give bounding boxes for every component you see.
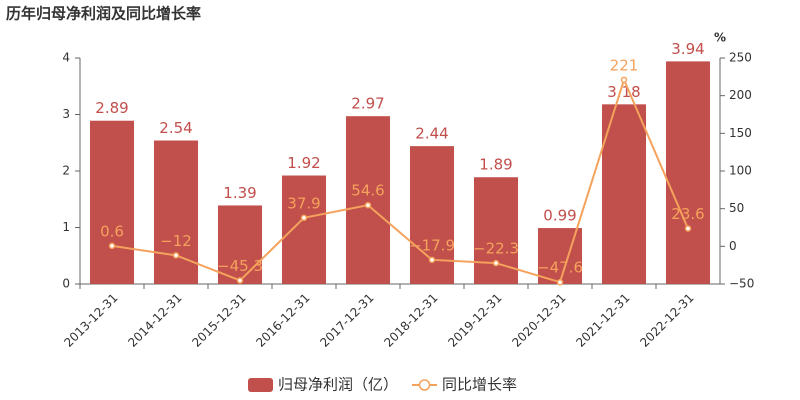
bar [90,120,134,284]
line-point [236,277,244,284]
line-value-label: −47.6 [537,259,583,277]
legend-swatch-point [418,379,431,391]
y2-tick-label: 0 [729,239,737,253]
bar-value-label: 2.54 [159,119,192,137]
y-tick-label: 4 [62,51,70,65]
y-tick-label: 0 [62,277,70,291]
line-value-label: 23.6 [671,205,704,223]
line-point [300,214,308,222]
y-tick-label: 1 [62,220,70,234]
bar [602,104,646,284]
bar-value-label: 3.18 [607,83,640,101]
bar [410,146,454,284]
line-point [428,256,436,264]
y2-tick-label: 50 [729,201,744,215]
bar-value-label: 1.92 [287,154,320,172]
bar-value-label: 2.44 [415,125,448,143]
x-tick-label: 2017-12-31 [317,291,376,350]
x-tick-label: 2013-12-31 [61,291,120,350]
line-value-label: 0.6 [100,222,124,240]
line-value-label: 54.6 [351,182,384,200]
line-value-label: −17.9 [409,236,455,254]
x-tick-label: 2015-12-31 [189,291,248,350]
y-tick-label: 3 [62,107,70,121]
bar-value-label: 1.39 [223,184,256,202]
bar [282,175,326,284]
x-tick-label: 2022-12-31 [637,291,696,350]
line-point [620,76,628,84]
line-point [172,252,180,259]
line-point [108,242,116,250]
x-tick-label: 2018-12-31 [381,291,440,350]
line-point [492,259,500,267]
line-value-label: 37.9 [287,194,320,212]
bar-value-label: 3.94 [671,40,704,58]
bar-value-label: 0.99 [543,207,576,225]
y2-tick-label: 200 [729,88,752,102]
bar [666,61,710,284]
y2-tick-label: 100 [729,164,752,178]
x-tick-label: 2014-12-31 [125,291,184,350]
bar-value-label: 1.89 [479,156,512,174]
bar [218,205,262,284]
bar-value-label: 2.97 [351,95,384,113]
x-tick-label: 2021-12-31 [573,291,632,350]
y-tick-label: 2 [62,164,70,178]
line-point [364,201,372,209]
chart-title: 历年归母净利润及同比增长率 [6,5,201,23]
y2-unit: % [714,31,726,45]
line [111,76,689,284]
line-value-label: −12 [160,232,192,250]
line-point [684,225,692,232]
x-tick-label: 2016-12-31 [253,291,312,350]
bar-value-label: 2.89 [95,99,128,117]
line-value-label: 221 [610,56,639,74]
y2-tick-label: 250 [729,51,752,65]
line-value-label: −45.3 [217,257,263,275]
y2-tick-label: 150 [729,126,752,140]
legend-label: 同比增长率 [442,376,517,394]
line-point [556,278,564,286]
x-tick-label: 2019-12-31 [445,291,504,350]
legend-swatch [248,378,273,392]
x-tick-label: 2020-12-31 [509,291,568,350]
y2-tick-label: −50 [729,277,754,291]
bar [346,116,390,284]
line-value-label: −22.3 [473,240,519,258]
legend-label: 归母净利润（亿） [278,376,398,394]
